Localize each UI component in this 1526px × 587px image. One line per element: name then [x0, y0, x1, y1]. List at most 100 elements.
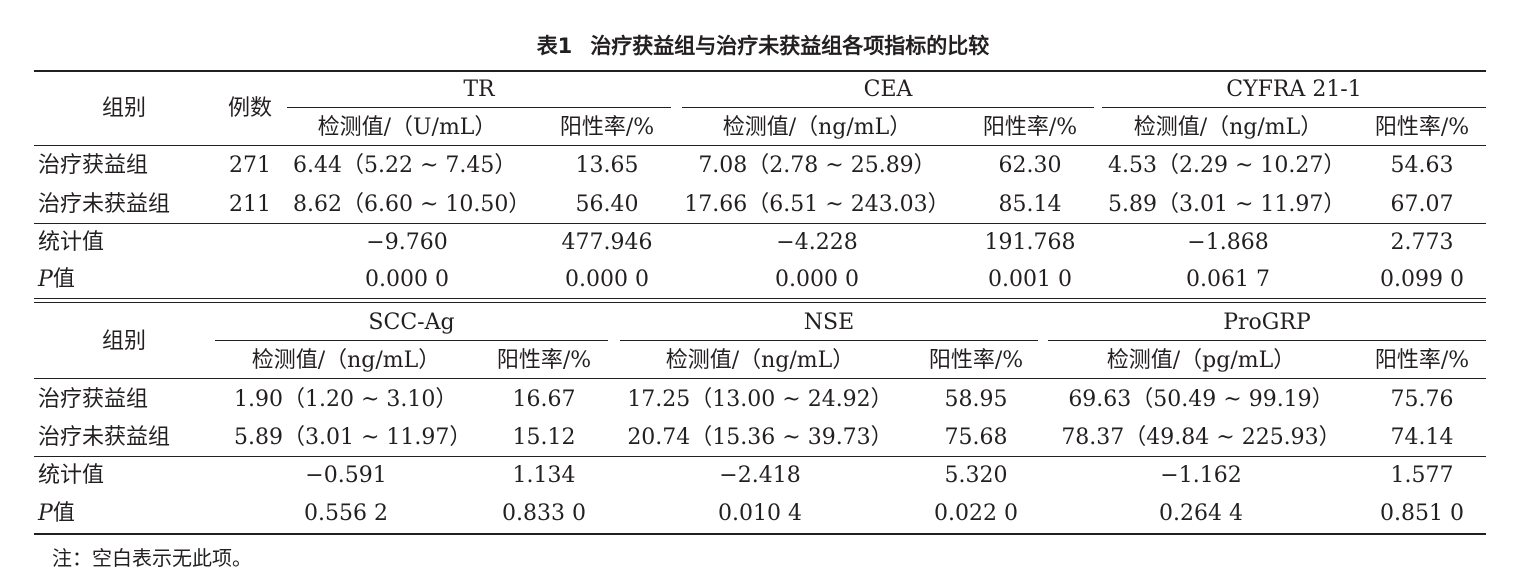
t1-marker-cea: CEA	[863, 77, 913, 102]
table2-nse-rule	[620, 340, 1038, 341]
t1-row1-tr-value: 6.44（5.22 ~ 7.45）	[293, 153, 517, 178]
t1-stat-cea-rate: 191.768	[984, 230, 1076, 255]
t2-row2-scc-value: 5.89（3.01 ~ 11.97）	[234, 425, 472, 450]
t2-stat-label: 统计值	[38, 463, 105, 488]
table2-scc-rule	[215, 340, 608, 341]
t2-stat-nse-rate: 5.320	[944, 463, 1008, 488]
table1-cyfra-rule	[1102, 107, 1486, 108]
t2-scc-rate-label: 阳性率/%	[496, 348, 592, 373]
t1-group-header: 组别	[101, 96, 146, 121]
t1-cea-rate-label: 阳性率/%	[982, 115, 1078, 140]
t1-row2-tr-rate: 56.40	[575, 192, 639, 217]
t1-count-header: 例数	[227, 96, 272, 121]
t2-row2-progrp-value: 78.37（49.84 ~ 225.93）	[1061, 425, 1341, 450]
t2-row1-nse-value: 17.25（13.00 ~ 24.92）	[627, 387, 893, 412]
table-footnote: 注：空白表示无此项。	[52, 546, 252, 570]
t1-stat-tr-value: −9.760	[366, 230, 448, 255]
t2-nse-rate-label: 阳性率/%	[928, 348, 1024, 373]
table-number: 表1	[536, 34, 573, 58]
t1-marker-cyfra: CYFRA 21-1	[1226, 77, 1362, 102]
t2-row1-scc-value: 1.90（1.20 ~ 3.10）	[234, 387, 458, 412]
t2-progrp-value-label: 检测值/（pg/mL）	[1106, 348, 1296, 373]
t2-marker-progrp: ProGRP	[1223, 310, 1311, 335]
table1-data-rule	[34, 223, 1486, 224]
t2-p-label: P值	[38, 500, 75, 528]
t2-row1-scc-rate: 16.67	[512, 387, 576, 412]
t2-p-italic: P	[38, 501, 53, 526]
t1-p-cyfra-rate: 0.099 0	[1380, 267, 1464, 292]
t2-row2-scc-rate: 15.12	[512, 425, 576, 450]
t1-p-cyfra-value: 0.061 7	[1186, 267, 1270, 292]
t2-progrp-rate-label: 阳性率/%	[1374, 348, 1470, 373]
t2-stat-progrp-rate: 1.577	[1390, 463, 1454, 488]
t1-cyfra-rate-label: 阳性率/%	[1374, 115, 1470, 140]
t1-row1-cyfra-rate: 54.63	[1390, 153, 1454, 178]
t1-row1-cea-value: 7.08（2.78 ~ 25.89）	[698, 153, 936, 178]
t1-tr-rate-label: 阳性率/%	[559, 115, 655, 140]
table2-bottom-rule	[34, 533, 1486, 535]
t1-row2-group: 治疗未获益组	[38, 192, 171, 217]
t1-stat-tr-rate: 477.946	[561, 230, 653, 255]
t1-p-cea-value: 0.000 0	[775, 267, 859, 292]
table1-top-rule	[34, 70, 1486, 72]
t1-cyfra-value-label: 检测值/（ng/mL）	[1133, 115, 1323, 140]
t1-row1-cea-rate: 62.30	[998, 153, 1062, 178]
t2-marker-nse: NSE	[803, 310, 855, 335]
t1-row1-tr-rate: 13.65	[575, 153, 639, 178]
t2-row1-nse-rate: 58.95	[944, 387, 1008, 412]
t1-row2-tr-value: 8.62（6.60 ~ 10.50）	[293, 192, 531, 217]
t1-stat-label: 统计值	[38, 230, 105, 255]
t1-p-italic: P	[38, 267, 53, 292]
t2-row1-progrp-rate: 75.76	[1390, 387, 1454, 412]
t2-p-nse-value: 0.010 4	[718, 501, 802, 526]
t1-stat-cea-value: −4.228	[776, 230, 858, 255]
t1-p-cea-rate: 0.001 0	[988, 267, 1072, 292]
t2-p-progrp-rate: 0.851 0	[1380, 501, 1464, 526]
t1-row1-cyfra-value: 4.53（2.29 ~ 10.27）	[1108, 153, 1346, 178]
t2-marker-scc: SCC-Ag	[368, 310, 455, 335]
t1-row2-cyfra-rate: 67.07	[1390, 192, 1454, 217]
table2-header-rule	[34, 378, 1486, 379]
t2-stat-progrp-value: −1.162	[1160, 463, 1242, 488]
table-separator-double-rule	[34, 298, 1486, 303]
t2-row2-progrp-rate: 74.14	[1390, 425, 1454, 450]
t2-row1-group: 治疗获益组	[38, 387, 149, 412]
table1-cea-rule	[682, 107, 1094, 108]
t1-p-rest: 值	[52, 267, 75, 292]
t1-stat-cyfra-value: −1.868	[1187, 230, 1269, 255]
t2-p-scc-rate: 0.833 0	[502, 501, 586, 526]
t1-row2-count: 211	[229, 192, 271, 217]
t2-row2-group: 治疗未获益组	[38, 425, 171, 450]
table-title: 表1 治疗获益组与治疗未获益组各项指标的比较	[0, 30, 1526, 60]
t2-group-header: 组别	[101, 329, 146, 354]
t1-marker-tr: TR	[463, 77, 495, 102]
t2-stat-scc-rate: 1.134	[512, 463, 576, 488]
table2-progrp-rule	[1048, 340, 1486, 341]
t2-scc-value-label: 检测值/（ng/mL）	[251, 348, 441, 373]
t2-row2-nse-rate: 75.68	[944, 425, 1008, 450]
t1-row2-cea-value: 17.66（6.51 ~ 243.03）	[684, 192, 950, 217]
t2-p-rest: 值	[52, 501, 75, 526]
t2-stat-nse-value: −2.418	[719, 463, 801, 488]
t1-row1-group: 治疗获益组	[38, 153, 149, 178]
t2-row1-progrp-value: 69.63（50.49 ~ 99.19）	[1068, 387, 1334, 412]
table1-tr-rule	[287, 107, 671, 108]
table1-header-rule	[34, 145, 1486, 146]
t1-p-label: P值	[38, 266, 75, 294]
t2-p-scc-value: 0.556 2	[304, 501, 388, 526]
t1-row2-cea-rate: 85.14	[998, 192, 1062, 217]
t2-p-progrp-value: 0.264 4	[1159, 501, 1243, 526]
t2-stat-scc-value: −0.591	[305, 463, 387, 488]
t1-row1-count: 271	[229, 153, 271, 178]
t2-nse-value-label: 检测值/（ng/mL）	[665, 348, 855, 373]
table2-data-rule	[34, 456, 1486, 457]
t1-row2-cyfra-value: 5.89（3.01 ~ 11.97）	[1108, 192, 1346, 217]
t1-p-tr-rate: 0.000 0	[565, 267, 649, 292]
t1-cea-value-label: 检测值/（ng/mL）	[722, 115, 912, 140]
t1-tr-value-label: 检测值/（U/mL）	[317, 115, 497, 140]
t1-stat-cyfra-rate: 2.773	[1390, 230, 1454, 255]
table-caption: 治疗获益组与治疗未获益组各项指标的比较	[590, 34, 990, 58]
t2-row2-nse-value: 20.74（15.36 ~ 39.73）	[627, 425, 893, 450]
t1-p-tr-value: 0.000 0	[365, 267, 449, 292]
t2-p-nse-rate: 0.022 0	[934, 501, 1018, 526]
